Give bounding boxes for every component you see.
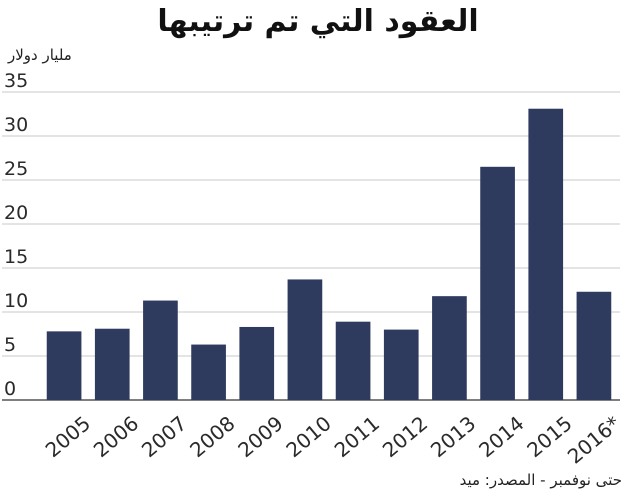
x-tick-label: 2005 [41,411,95,462]
bars [46,108,612,400]
x-tick-label: 2013 [426,411,480,462]
x-tick-label: 2006 [89,411,143,462]
y-axis-unit-label: مليار دولار [8,46,72,64]
bar-2016* [576,291,612,400]
bar-2008 [191,344,226,400]
y-tick-label: 10 [4,290,28,312]
bar-2007 [143,300,178,400]
x-tick-label: 2011 [330,411,384,462]
bar-2014 [480,166,515,400]
y-tick-label: 35 [4,70,28,92]
bar-2005 [46,331,82,400]
bar-2009 [239,326,275,400]
bar-2015 [528,108,564,400]
y-tick-label: 15 [4,246,28,268]
y-tick-label: 0 [4,378,16,400]
x-tick-label: 2009 [233,411,287,462]
source-note: حتى نوفمبر - المصدر: ميد [459,471,622,489]
bar-2011 [335,321,371,400]
x-tick-label: 2016* [563,411,625,469]
bar-2006 [94,328,130,400]
y-tick-label: 25 [4,158,28,180]
y-tick-label: 30 [4,114,28,136]
bar-2010 [287,279,323,400]
x-tick-label: 2007 [137,411,191,462]
y-tick-label: 5 [4,334,16,356]
x-tick-label: 2014 [474,411,528,462]
bar-2013 [432,296,467,400]
chart-title: العقود التي تم ترتيبها [157,4,479,39]
y-tick-label: 20 [4,202,28,224]
x-tick-label: 2008 [185,411,239,462]
x-tick-label: 2010 [281,411,335,462]
bar-2012 [383,329,419,400]
x-tick-labels: 2005200620072008200920102011201220132014… [41,411,625,469]
y-tick-labels: 0 5 10 15 20 25 30 35 [4,70,28,400]
x-tick-label: 2012 [378,411,432,462]
